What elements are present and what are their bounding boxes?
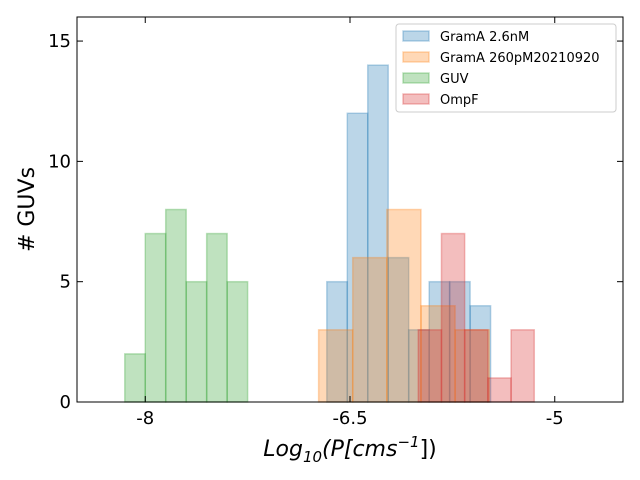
bar-2-2 [351, 256, 388, 403]
histogram-bars [124, 64, 536, 403]
legend-entry-3: GUV [440, 72, 469, 87]
x-tick-label: -5 [546, 408, 564, 429]
y-tick-label: 5 [60, 272, 71, 293]
bar-3-3 [164, 208, 187, 403]
axis-ticks: -8 -6.5 -5 0 5 10 15 [48, 17, 623, 429]
legend-swatch-4 [402, 93, 430, 105]
legend-swatch-1 [402, 30, 430, 42]
y-tick-label: 15 [48, 31, 71, 52]
x-axis-label-main: Log [263, 437, 303, 462]
x-axis-label-sup: −1 [397, 433, 419, 451]
legend-entry-2: GramA 260pM20210920 [440, 51, 600, 66]
legend-entry-4: OmpF [440, 93, 479, 108]
bar-3-2 [144, 232, 167, 403]
bar-2-3 [386, 208, 422, 403]
y-tick-label: 10 [48, 151, 71, 172]
bar-3-4 [185, 280, 208, 403]
legend-entry-1: GramA 2.6nM [440, 30, 529, 45]
bar-4-1 [417, 329, 443, 403]
x-axis-label-close: ]) [420, 437, 437, 462]
y-axis-label-group: # GUVs [15, 167, 40, 252]
y-axis-label: # GUVs [15, 167, 40, 252]
bar-2-1 [317, 329, 354, 403]
legend: GramA 2.6nM GramA 260pM20210920 GUV OmpF [395, 23, 617, 113]
x-axis-label: Log10(P[cms−1]) [263, 433, 437, 466]
bar-3-6 [226, 280, 249, 403]
x-axis-label-open: (P[cms [322, 437, 397, 462]
x-tick-label: -8 [136, 408, 154, 429]
bar-2-4 [420, 305, 456, 403]
x-tick-label: -6.5 [332, 408, 367, 429]
y-tick-label: 0 [60, 392, 71, 413]
bar-3-1 [124, 353, 147, 403]
x-axis-label-sub: 10 [303, 448, 322, 466]
bar-3-5 [205, 232, 228, 403]
bar-2-5 [454, 329, 490, 403]
bar-4-3 [463, 329, 489, 403]
legend-swatch-3 [402, 72, 430, 84]
bar-4-2 [440, 232, 466, 403]
bar-4-5 [510, 329, 536, 403]
legend-box [395, 23, 617, 113]
legend-swatch-2 [402, 51, 430, 63]
bar-4-4 [487, 377, 512, 403]
